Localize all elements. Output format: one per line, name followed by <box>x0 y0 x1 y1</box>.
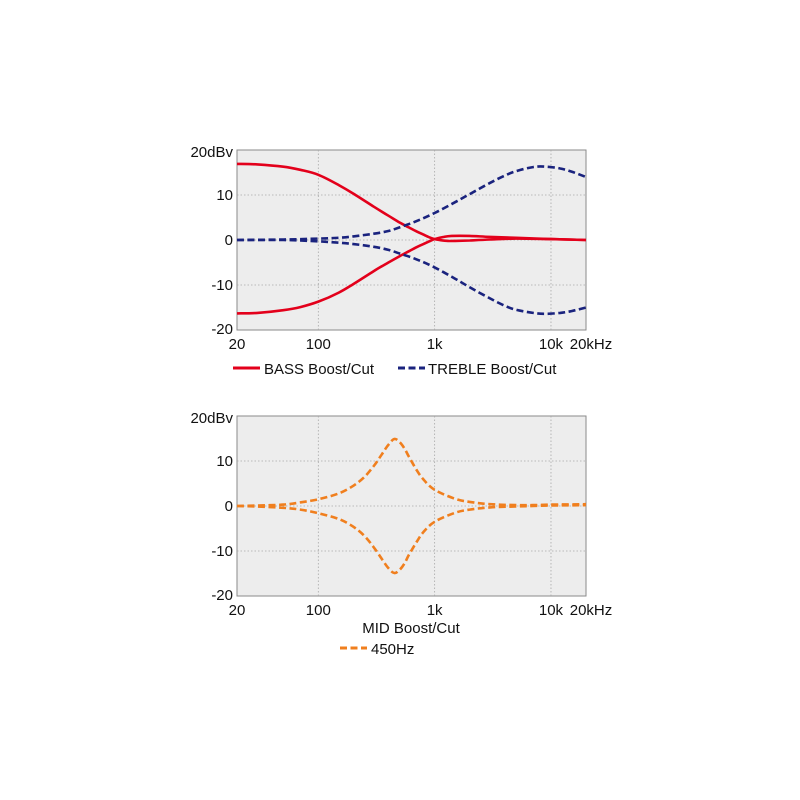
legend-label: BASS Boost/Cut <box>264 361 375 378</box>
legend-label: TREBLE Boost/Cut <box>428 361 557 378</box>
y-tick-label: -10 <box>211 543 233 560</box>
x-tick-label: 20 <box>229 602 246 619</box>
series-line <box>236 234 587 315</box>
y-tick-label: 0 <box>225 232 233 249</box>
y-tick-label: -10 <box>211 277 233 294</box>
series-line <box>236 437 587 508</box>
x-tick-label: 100 <box>306 602 331 619</box>
x-tick-label: 20 <box>229 336 246 353</box>
series-line <box>236 238 587 316</box>
chart-title: MID Boost/Cut <box>362 620 460 637</box>
y-tick-label: 20dBv <box>190 410 233 427</box>
x-tick-label: 1k <box>427 602 443 619</box>
legend-label: 450Hz <box>371 641 414 658</box>
series-line <box>236 165 587 242</box>
y-tick-label: 20dBv <box>190 144 233 161</box>
y-tick-label: -20 <box>211 587 233 604</box>
x-tick-label: 20kHz <box>570 336 613 353</box>
series-line <box>236 162 587 243</box>
y-tick-label: -20 <box>211 321 233 338</box>
x-tick-label: 20kHz <box>570 602 613 619</box>
series-line <box>236 503 587 575</box>
x-tick-label: 10k <box>539 336 564 353</box>
x-tick-label: 1k <box>427 336 443 353</box>
y-tick-label: 10 <box>216 453 233 470</box>
x-tick-label: 100 <box>306 336 331 353</box>
y-tick-label: 10 <box>216 187 233 204</box>
x-tick-label: 10k <box>539 602 564 619</box>
y-tick-label: 0 <box>225 498 233 515</box>
